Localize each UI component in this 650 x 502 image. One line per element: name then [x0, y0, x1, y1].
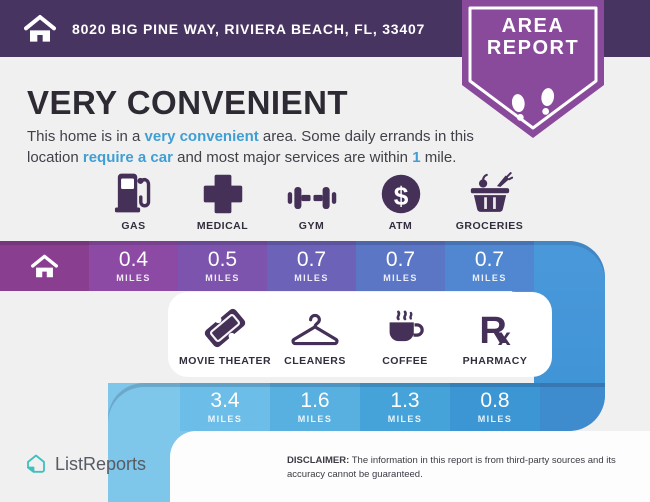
amenity-label: PHARMACY: [462, 355, 528, 367]
area-description: This home is in a very convenient area. …: [27, 127, 487, 168]
badge-ribbon-shape: [462, 0, 604, 138]
distance-value: 3.4: [210, 389, 240, 412]
distance-segment-cleaners: 1.6 MILES: [270, 383, 360, 431]
distance-band-row-2-tail: [540, 383, 605, 431]
disclaimer-body: The information in this report is from t…: [287, 455, 616, 480]
amenity-movie-theater: MOVIE THEATER: [178, 302, 272, 377]
distance-value: 0.4: [118, 248, 149, 271]
distance-segment-gas: 0.4 MILES: [89, 241, 178, 291]
listreports-house-icon: [27, 454, 45, 473]
badge-line-2: REPORT: [486, 37, 580, 59]
page-title: VERY CONVENIENT: [27, 84, 349, 121]
brand-name: ListReports: [55, 453, 147, 474]
dollar-circle-icon: $: [380, 167, 422, 215]
amenity-label: GAS: [121, 220, 146, 232]
amenity-gym: GYM: [267, 167, 356, 232]
amenity-label: GYM: [298, 220, 325, 232]
amenity-label: MOVIE THEATER: [178, 355, 272, 367]
desc-text: This home is in a: [27, 128, 145, 145]
distance-band-row-1: 0.4 MILES 0.5 MILES 0.7 MILES 0.7 MILES …: [89, 241, 534, 291]
amenity-coffee: COFFEE: [360, 302, 450, 377]
distance-value: 0.8: [480, 389, 510, 412]
distance-segment-gym: 0.7 MILES: [267, 241, 356, 291]
amenity-label: MEDICAL: [196, 220, 249, 232]
amenity-cleaners: CLEANERS: [270, 302, 360, 377]
medical-cross-icon: [202, 167, 244, 215]
distance-value: 0.7: [474, 248, 505, 271]
amenity-label: COFFEE: [382, 355, 428, 367]
property-address: 8020 BIG PINE WAY, RIVIERA BEACH, FL, 33…: [72, 20, 426, 37]
home-marker-block: [0, 241, 89, 291]
distance-band-row-2: 3.4 MILES 1.6 MILES 1.3 MILES 0.8 MILES: [180, 383, 540, 431]
dumbbell-icon: [287, 167, 337, 215]
disclaimer-text: DISCLAIMER: The information in this repo…: [287, 454, 635, 482]
disclaimer-label: DISCLAIMER:: [287, 455, 350, 466]
distance-value: 1.6: [300, 389, 330, 412]
hanger-icon: [289, 302, 341, 350]
footprints-icon: [511, 88, 555, 121]
distance-unit: MILES: [477, 414, 513, 424]
desc-highlight-car: require a car: [82, 148, 173, 166]
desc-text: mile.: [420, 148, 457, 166]
home-icon: [24, 14, 56, 42]
distance-segment-movie-theater: 3.4 MILES: [180, 383, 270, 431]
distance-segment-medical: 0.5 MILES: [178, 241, 267, 291]
svg-text:$: $: [393, 181, 408, 211]
distance-unit: MILES: [205, 273, 240, 283]
distance-unit: MILES: [297, 414, 333, 424]
distance-unit: MILES: [472, 273, 507, 283]
amenity-groceries: GROCERIES: [445, 167, 534, 232]
grocery-basket-icon: [467, 167, 513, 215]
area-report-badge: AREA REPORT: [462, 0, 604, 150]
gas-pump-icon: [113, 167, 155, 215]
movie-ticket-icon: [201, 302, 249, 350]
distance-unit: MILES: [294, 273, 329, 283]
distance-segment-coffee: 1.3 MILES: [360, 383, 450, 431]
distance-segment-atm: 0.7 MILES: [356, 241, 445, 291]
distance-value: 0.5: [207, 248, 238, 271]
distance-band-row-2-lead: [108, 383, 180, 431]
distance-segment-pharmacy: 0.8 MILES: [450, 383, 540, 431]
desc-highlight-miles: 1: [412, 148, 421, 166]
distance-unit: MILES: [116, 273, 151, 283]
distance-segment-groceries: 0.7 MILES: [445, 241, 534, 291]
distance-value: 0.7: [296, 248, 327, 271]
amenity-icons-row-2-card: MOVIE THEATER CLEANERS COFF: [168, 292, 552, 377]
listreports-logo: ListReports: [25, 453, 146, 475]
amenity-medical: MEDICAL: [178, 167, 267, 232]
amenity-label: GROCERIES: [455, 220, 524, 232]
amenity-atm: $ ATM: [356, 167, 445, 232]
desc-text: area. Some daily errands in this locatio…: [27, 128, 474, 166]
home-icon: [31, 254, 58, 277]
desc-highlight-convenience: very convenient: [144, 128, 259, 145]
distance-unit: MILES: [383, 273, 418, 283]
distance-value: 0.7: [385, 248, 416, 271]
amenity-icons-row-1: GAS MEDICAL GYM: [89, 167, 534, 232]
distance-value: 1.3: [390, 389, 420, 412]
desc-text: and most major services are within: [172, 148, 413, 166]
distance-unit: MILES: [207, 414, 243, 424]
coffee-cup-icon: [383, 302, 427, 350]
amenity-label: ATM: [388, 220, 413, 232]
distance-unit: MILES: [387, 414, 423, 424]
disclaimer-card: [170, 431, 650, 502]
badge-line-1: AREA: [501, 15, 565, 37]
amenity-gas: GAS: [89, 167, 178, 232]
amenity-label: CLEANERS: [284, 355, 346, 367]
